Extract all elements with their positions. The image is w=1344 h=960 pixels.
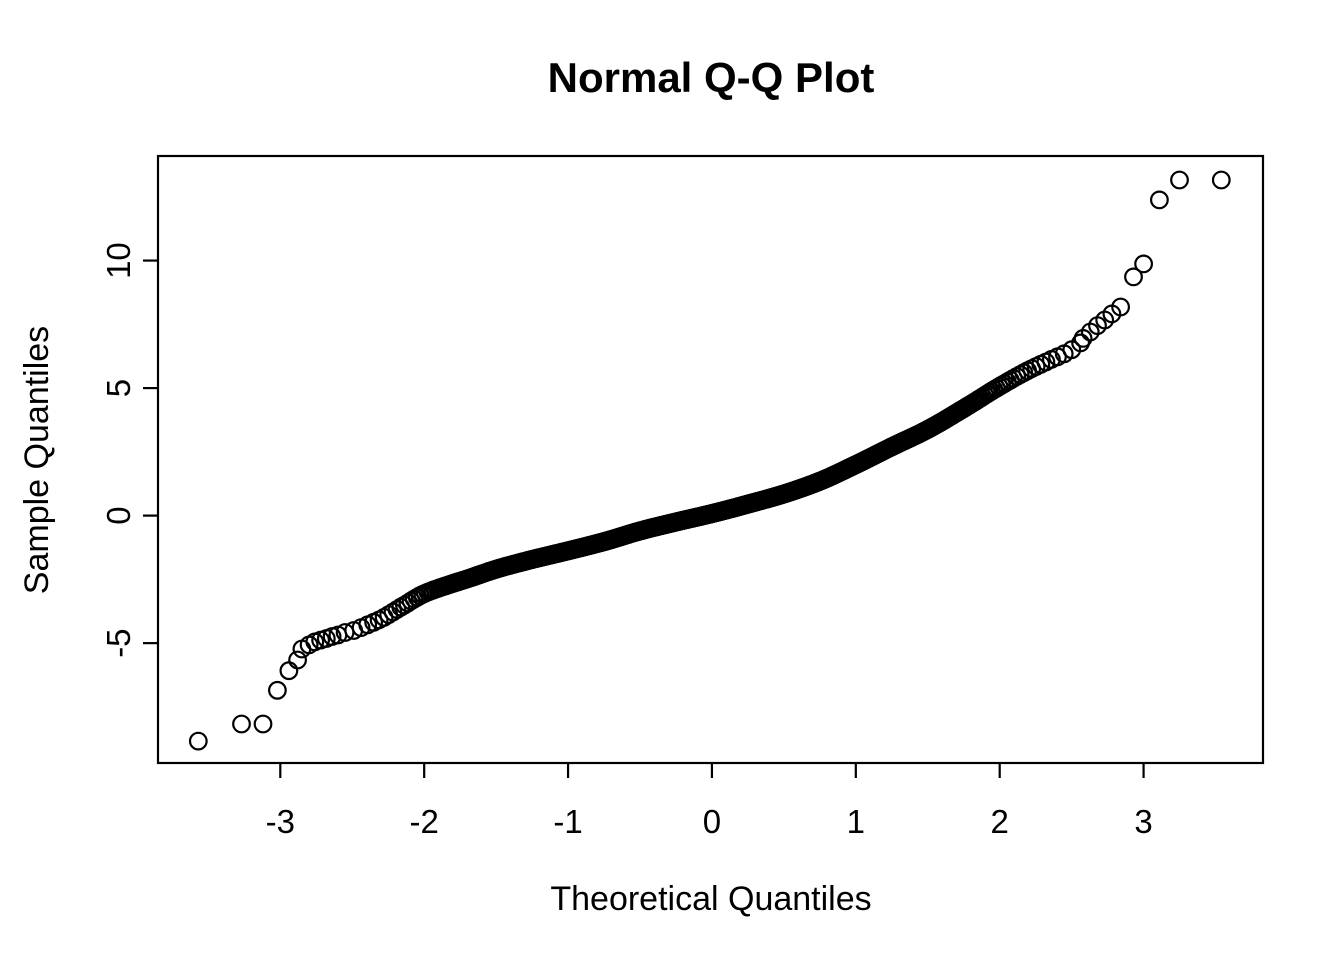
chart-title: Normal Q-Q Plot <box>548 54 875 101</box>
x-tick-label: -2 <box>410 803 439 840</box>
scatter-points-layer <box>188 170 1231 751</box>
x-tick-label: 0 <box>703 803 721 840</box>
y-tick-label: 5 <box>100 379 137 397</box>
data-point <box>1211 170 1231 190</box>
y-tick-label: -5 <box>100 628 137 657</box>
y-tick-label: 10 <box>100 242 137 279</box>
data-point <box>1134 254 1153 274</box>
data-point <box>1170 170 1189 190</box>
data-point <box>253 714 273 734</box>
x-axis: -3 -2 -1 0 1 2 3 <box>266 763 1153 840</box>
data-point <box>188 731 208 751</box>
data-point <box>288 650 308 670</box>
data-point <box>1111 297 1130 317</box>
data-point <box>279 661 299 681</box>
data-point <box>268 680 287 700</box>
x-tick-label: 1 <box>847 803 865 840</box>
x-tick-label: -1 <box>553 803 582 840</box>
y-axis: -5 0 5 10 <box>100 242 158 658</box>
x-tick-label: 3 <box>1134 803 1152 840</box>
x-axis-label: Theoretical Quantiles <box>550 880 871 918</box>
x-tick-label: -3 <box>266 803 295 840</box>
data-point <box>328 625 348 645</box>
plot-border-box <box>156 154 1265 765</box>
y-axis-label: Sample Quantiles <box>18 326 56 594</box>
data-point <box>1149 190 1169 210</box>
data-point <box>1124 267 1143 287</box>
data-point <box>232 714 251 734</box>
y-tick-label: 0 <box>100 506 137 524</box>
x-tick-label: 2 <box>991 803 1009 840</box>
